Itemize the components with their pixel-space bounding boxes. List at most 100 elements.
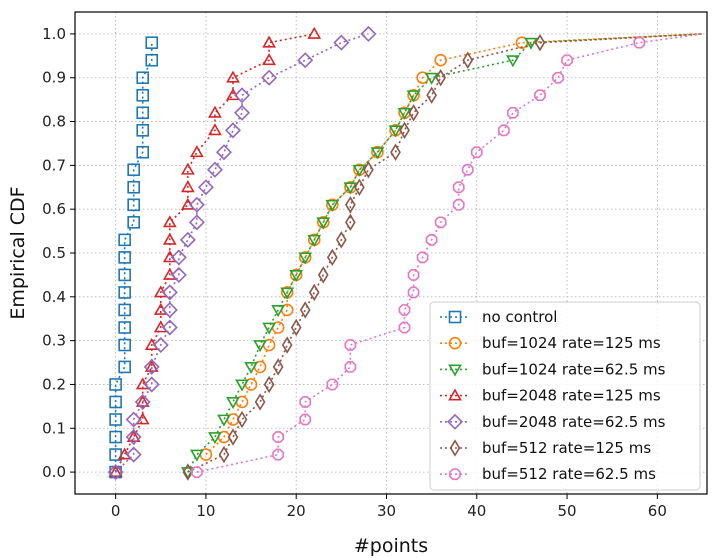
y-tick-label: 0.5: [42, 244, 66, 262]
data-point: [236, 410, 248, 429]
y-tick-label: 0.3: [42, 332, 66, 350]
data-point: [152, 337, 169, 354]
y-tick-label: 0.4: [42, 288, 66, 306]
data-point: [179, 231, 196, 248]
data-point: [272, 448, 285, 461]
legend-label: buf=512 rate=62.5 ms: [482, 465, 656, 483]
data-point: [280, 287, 295, 300]
data-point: [452, 181, 465, 194]
data-point: [118, 360, 131, 374]
data-point: [136, 145, 150, 159]
data-point: [435, 69, 446, 87]
data-point: [118, 286, 131, 299]
data-point: [408, 104, 419, 122]
series-6: [191, 33, 703, 478]
data-point: [407, 269, 420, 281]
data-point: [234, 104, 251, 121]
data-point: [215, 144, 232, 161]
data-point: [109, 378, 122, 391]
data-point: [326, 378, 339, 391]
data-point: [125, 411, 142, 428]
data-point: [344, 339, 357, 351]
data-point: [397, 107, 412, 120]
series-line: [114, 33, 315, 473]
y-axis-label: Empirical CDF: [7, 186, 29, 319]
data-point: [191, 466, 203, 478]
data-point: [197, 179, 214, 196]
legend-entry: buf=512 rate=125 ms: [440, 439, 651, 457]
data-point: [161, 319, 178, 336]
data-point: [406, 90, 421, 103]
legend-marker: [449, 439, 461, 457]
data-point: [316, 217, 331, 230]
data-point: [108, 464, 123, 478]
data-point: [354, 178, 365, 196]
x-tick-label: 10: [196, 502, 215, 520]
grid: [75, 12, 707, 494]
data-point: [109, 395, 122, 409]
data-point: [190, 449, 204, 462]
legend-box: [429, 301, 701, 491]
data-point: [162, 215, 177, 228]
data-point: [308, 283, 320, 302]
data-point: [497, 124, 510, 137]
x-tick-label: 40: [467, 502, 486, 520]
y-tick-label: 0.7: [42, 156, 66, 174]
legend-marker: [446, 413, 464, 430]
legend-entry: no control: [440, 308, 557, 326]
data-point: [125, 446, 142, 463]
data-point: [118, 338, 131, 352]
data-point: [325, 199, 340, 212]
x-tick-label: 0: [111, 502, 121, 520]
series-line: [114, 42, 153, 473]
data-point: [226, 397, 240, 410]
data-point: [208, 432, 222, 445]
data-point: [145, 53, 159, 67]
x-axis-label: #points: [354, 535, 428, 557]
data-point: [218, 445, 230, 464]
y-tick-label: 0.2: [42, 375, 66, 393]
legend-label: buf=1024 rate=125 ms: [482, 334, 661, 352]
data-point: [561, 54, 573, 67]
data-point: [127, 198, 140, 212]
data-point: [271, 305, 286, 318]
data-point: [226, 70, 240, 83]
data-point: [127, 180, 140, 194]
data-point: [434, 216, 447, 229]
data-point: [434, 53, 447, 67]
data-point: [143, 376, 160, 393]
data-point: [416, 251, 429, 264]
data-point: [136, 106, 150, 120]
data-point: [633, 36, 646, 49]
data-point: [407, 286, 420, 299]
y-tick-label: 0.8: [42, 113, 66, 131]
data-point: [127, 216, 140, 229]
data-point: [145, 36, 159, 49]
data-point: [360, 25, 377, 42]
data-point: [135, 394, 150, 407]
legend-entry: buf=2048 rate=62.5 ms: [440, 413, 666, 431]
x-tick-label: 60: [648, 502, 667, 520]
data-point: [118, 268, 131, 282]
data-point: [343, 182, 358, 195]
legend-entry: buf=512 rate=62.5 ms: [440, 465, 656, 483]
data-point: [126, 429, 141, 442]
data-point: [333, 34, 350, 51]
data-point: [298, 252, 313, 265]
data-point: [461, 163, 474, 176]
data-point: [524, 37, 538, 50]
data-point: [470, 146, 483, 159]
data-point: [289, 269, 304, 283]
data-point: [180, 180, 195, 193]
data-point: [136, 124, 150, 137]
legend-entry: buf=1024 rate=125 ms: [440, 334, 661, 352]
legend-entry: buf=2048 rate=125 ms: [440, 387, 661, 405]
data-point: [317, 266, 329, 284]
data-point: [224, 122, 242, 139]
data-point: [506, 106, 519, 119]
data-point: [424, 72, 439, 85]
data-point: [253, 340, 267, 353]
data-point: [262, 53, 276, 66]
data-point: [118, 233, 131, 247]
